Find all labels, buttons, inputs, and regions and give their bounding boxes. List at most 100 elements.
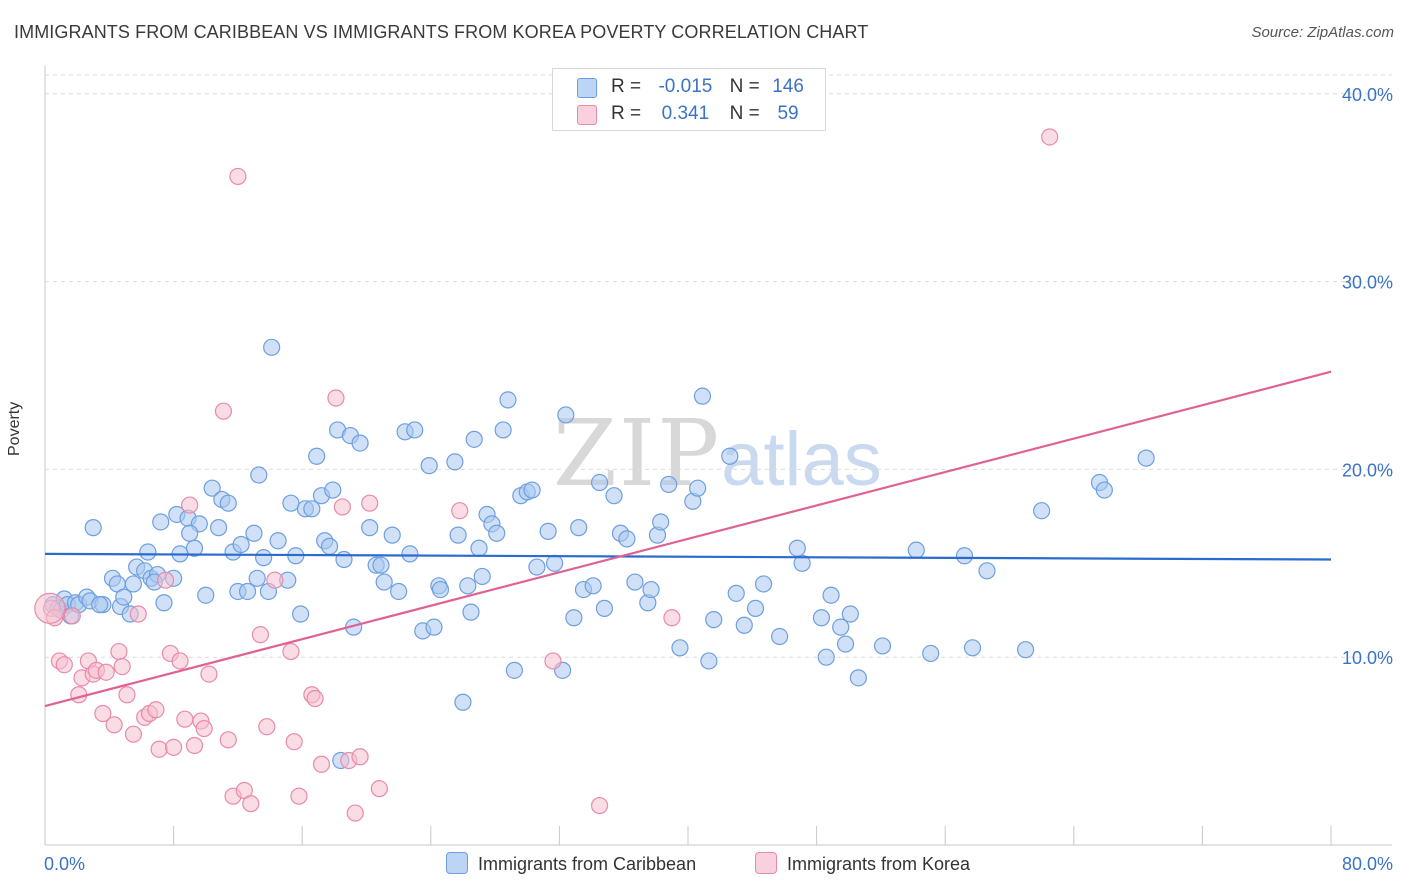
caribbean-point (754, 575, 773, 593)
r-label: R = (611, 103, 642, 124)
korea-point (370, 780, 388, 798)
caribbean-point (689, 479, 707, 497)
korea-point (176, 710, 194, 728)
caribbean-point (849, 669, 867, 687)
korea-point (327, 389, 345, 407)
caribbean-point (727, 584, 745, 602)
korea-point (195, 719, 213, 738)
caribbean-point (401, 545, 419, 563)
korea-point (156, 571, 175, 589)
caribbean-point (372, 556, 390, 574)
korea-point (312, 755, 331, 773)
x-tick-label: 80.0% (1342, 854, 1393, 874)
korea-point (147, 701, 165, 719)
caribbean-point (626, 573, 644, 591)
korea-point (34, 592, 66, 624)
caribbean-point (390, 582, 408, 601)
caribbean-point (269, 532, 287, 550)
caribbean-point (771, 627, 789, 646)
caribbean-point (812, 609, 831, 627)
caribbean-point (446, 453, 464, 471)
caribbean-point (841, 605, 859, 623)
caribbean-point (721, 447, 739, 465)
caribbean-point (832, 618, 850, 636)
korea-point (181, 496, 199, 514)
caribbean-point (1016, 641, 1035, 659)
caribbean-point (303, 500, 321, 518)
caribbean-point (263, 338, 281, 356)
korea-point (282, 642, 300, 661)
caribbean-point (335, 550, 353, 569)
korea-point (200, 665, 218, 683)
trend-lines (44, 370, 1332, 708)
y-tick-label: 30.0% (1342, 273, 1393, 293)
caribbean-point (499, 391, 517, 409)
korea-legend-swatch (755, 852, 777, 874)
korea-point (185, 736, 204, 755)
korea-point (590, 796, 609, 815)
caribbean-point (324, 481, 342, 499)
caribbean-point (494, 421, 512, 439)
caribbean-point (291, 605, 310, 623)
caribbean-point (505, 661, 523, 679)
caribbean-point (308, 447, 326, 465)
korea-point (165, 738, 183, 756)
caribbean-point (282, 494, 300, 512)
caribbean-point (1033, 502, 1051, 520)
caribbean-point (735, 616, 753, 634)
caribbean-point (320, 537, 339, 555)
caribbean-point (922, 644, 940, 663)
gridlines (45, 74, 1392, 658)
caribbean-point (488, 524, 506, 542)
caribbean-point (155, 594, 173, 612)
caribbean-point (618, 530, 636, 548)
y-tick-label: 20.0% (1342, 460, 1393, 480)
caribbean-point (219, 494, 237, 512)
caribbean-point (248, 569, 266, 587)
korea-trend-line (44, 370, 1332, 708)
caribbean-point (473, 567, 491, 586)
caribbean-point (1137, 449, 1155, 467)
korea-point (361, 494, 379, 512)
korea-point (97, 663, 115, 681)
y-tick-label: 40.0% (1342, 85, 1393, 105)
caribbean-point (565, 609, 583, 627)
caribbean-point (528, 558, 546, 576)
korea-point (306, 689, 324, 708)
caribbean-point (693, 387, 712, 405)
caribbean-trend-line (44, 552, 1332, 561)
source-label: Source: ZipAtlas.com (1251, 24, 1394, 41)
korea-swatch (577, 105, 597, 125)
caribbean-point (361, 519, 379, 537)
korea-point (105, 716, 123, 734)
korea-point (333, 498, 351, 516)
korea-point (55, 656, 73, 674)
caribbean-legend-swatch (446, 852, 468, 874)
caribbean-point (907, 541, 925, 559)
r-label: R = (611, 76, 642, 97)
caribbean-point (539, 522, 557, 540)
n-value: 146 (772, 76, 804, 97)
caribbean-point (115, 588, 133, 606)
caribbean-point (822, 586, 840, 604)
korea-point (150, 740, 168, 758)
korea-point (1041, 128, 1059, 146)
caribbean-point (420, 457, 438, 475)
caribbean-point (84, 519, 102, 537)
caribbean-point (545, 554, 564, 572)
legend-label-caribbean: Immigrants from Caribbean (478, 854, 697, 874)
caribbean-point (836, 635, 855, 653)
caribbean-point (584, 577, 602, 595)
caribbean-point (375, 573, 393, 591)
watermark-atlas: atlas (721, 417, 882, 502)
korea-point (171, 652, 189, 670)
legend-item-korea: Immigrants from Korea (755, 852, 970, 875)
caribbean-point (700, 652, 718, 670)
caribbean-point (470, 539, 488, 557)
legend-item-caribbean: Immigrants from Caribbean (446, 852, 696, 875)
caribbean-point (152, 513, 170, 531)
r-value: 0.341 (661, 103, 710, 124)
caribbean-point (605, 487, 623, 505)
korea-point (290, 787, 308, 805)
caribbean-point (245, 524, 263, 542)
